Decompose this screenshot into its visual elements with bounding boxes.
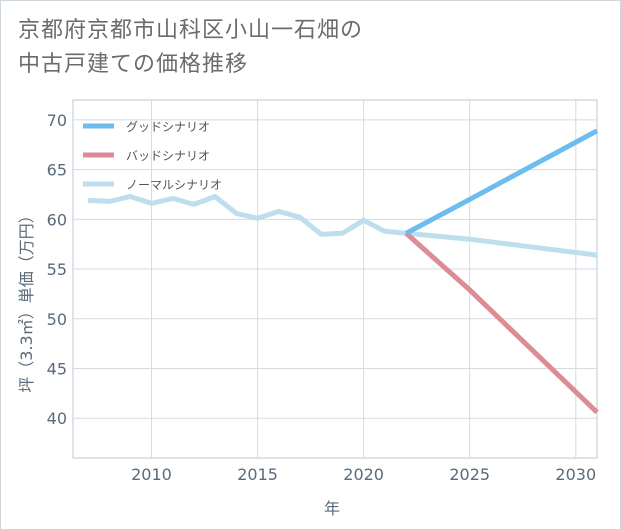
x-tick-label: 2025 xyxy=(449,465,490,484)
title-line-2: 中古戸建ての価格推移 xyxy=(18,52,249,77)
y-axis-label: 坪（3.3㎡）単価（万円） xyxy=(17,207,36,392)
y-tick-label: 40 xyxy=(47,409,67,428)
chart-title: 京都府京都市山科区小山一石畑の 中古戸建ての価格推移 xyxy=(18,14,363,82)
legend-label: ノーマルシナリオ xyxy=(126,178,222,192)
series-lines xyxy=(87,128,599,415)
y-tick-label: 60 xyxy=(47,210,67,229)
title-line-1: 京都府京都市山科区小山一石畑の xyxy=(18,18,364,43)
series-line-good xyxy=(404,128,599,236)
x-tick-label: 2020 xyxy=(343,465,384,484)
x-tick-label: 2015 xyxy=(237,465,278,484)
tick-labels: 2010 2015 2020 2025 2030 40 45 50 55 60 65 70 xyxy=(47,111,597,484)
y-tick-label: 65 xyxy=(47,161,67,180)
x-axis-label: 年 xyxy=(324,499,340,518)
legend-label: グッドシナリオ xyxy=(126,120,210,134)
legend-label: バッドシナリオ xyxy=(126,149,210,163)
grid-lines xyxy=(73,100,597,458)
y-tick-label: 55 xyxy=(47,260,67,279)
y-tick-label: 50 xyxy=(47,310,67,329)
series-line-bad xyxy=(404,231,599,415)
y-tick-label: 45 xyxy=(47,360,67,379)
x-tick-label: 2010 xyxy=(131,465,172,484)
y-tick-label: 70 xyxy=(47,111,67,130)
plot-area xyxy=(72,99,598,459)
x-tick-label: 2030 xyxy=(555,465,596,484)
